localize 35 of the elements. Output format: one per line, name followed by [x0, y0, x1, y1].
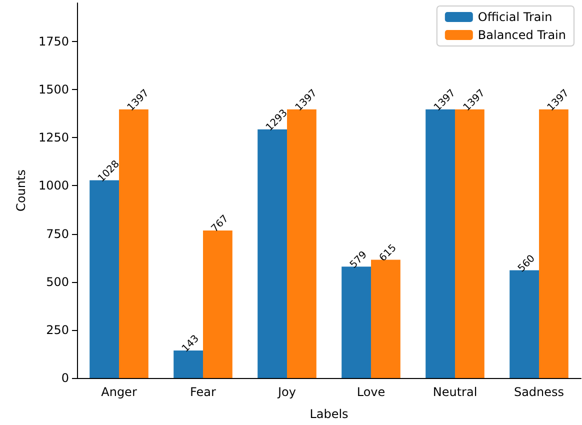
legend-label: Balanced Train [478, 28, 566, 42]
y-tick-label: 1000 [38, 178, 69, 193]
x-tick-label: Fear [190, 385, 216, 399]
data-label: 143 [180, 333, 202, 355]
x-tick-label: Joy [277, 385, 296, 399]
data-label: 579 [348, 250, 370, 271]
bar [287, 109, 316, 378]
x-tick-label: Love [356, 385, 386, 399]
bar [455, 109, 484, 378]
y-tick-label: 1250 [38, 130, 69, 145]
x-axis-title: Labels [310, 407, 348, 421]
y-tick-label: 750 [46, 226, 69, 241]
data-label: 560 [516, 253, 538, 274]
bar [510, 270, 539, 378]
bar [174, 350, 203, 378]
bar [90, 180, 119, 378]
y-tick-label: 1500 [38, 82, 69, 97]
y-axis-title: Counts [14, 170, 28, 212]
bar [119, 109, 148, 378]
y-tick-label: 500 [46, 274, 69, 289]
x-tick-label: Sadness [514, 385, 564, 399]
y-tick-label: 1750 [38, 34, 69, 48]
legend-label: Official Train [478, 10, 552, 24]
bar [539, 109, 568, 378]
bar [203, 230, 232, 378]
data-label: 767 [210, 213, 231, 235]
x-tick-label: Neutral [432, 385, 478, 399]
bar [426, 109, 455, 378]
y-tick-label: 250 [46, 322, 69, 337]
data-label: 615 [378, 242, 399, 264]
x-tick-label: Anger [101, 385, 137, 399]
bar [371, 260, 400, 378]
y-tick-label: 0 [61, 371, 69, 385]
bar [342, 266, 371, 378]
bar [258, 129, 287, 378]
